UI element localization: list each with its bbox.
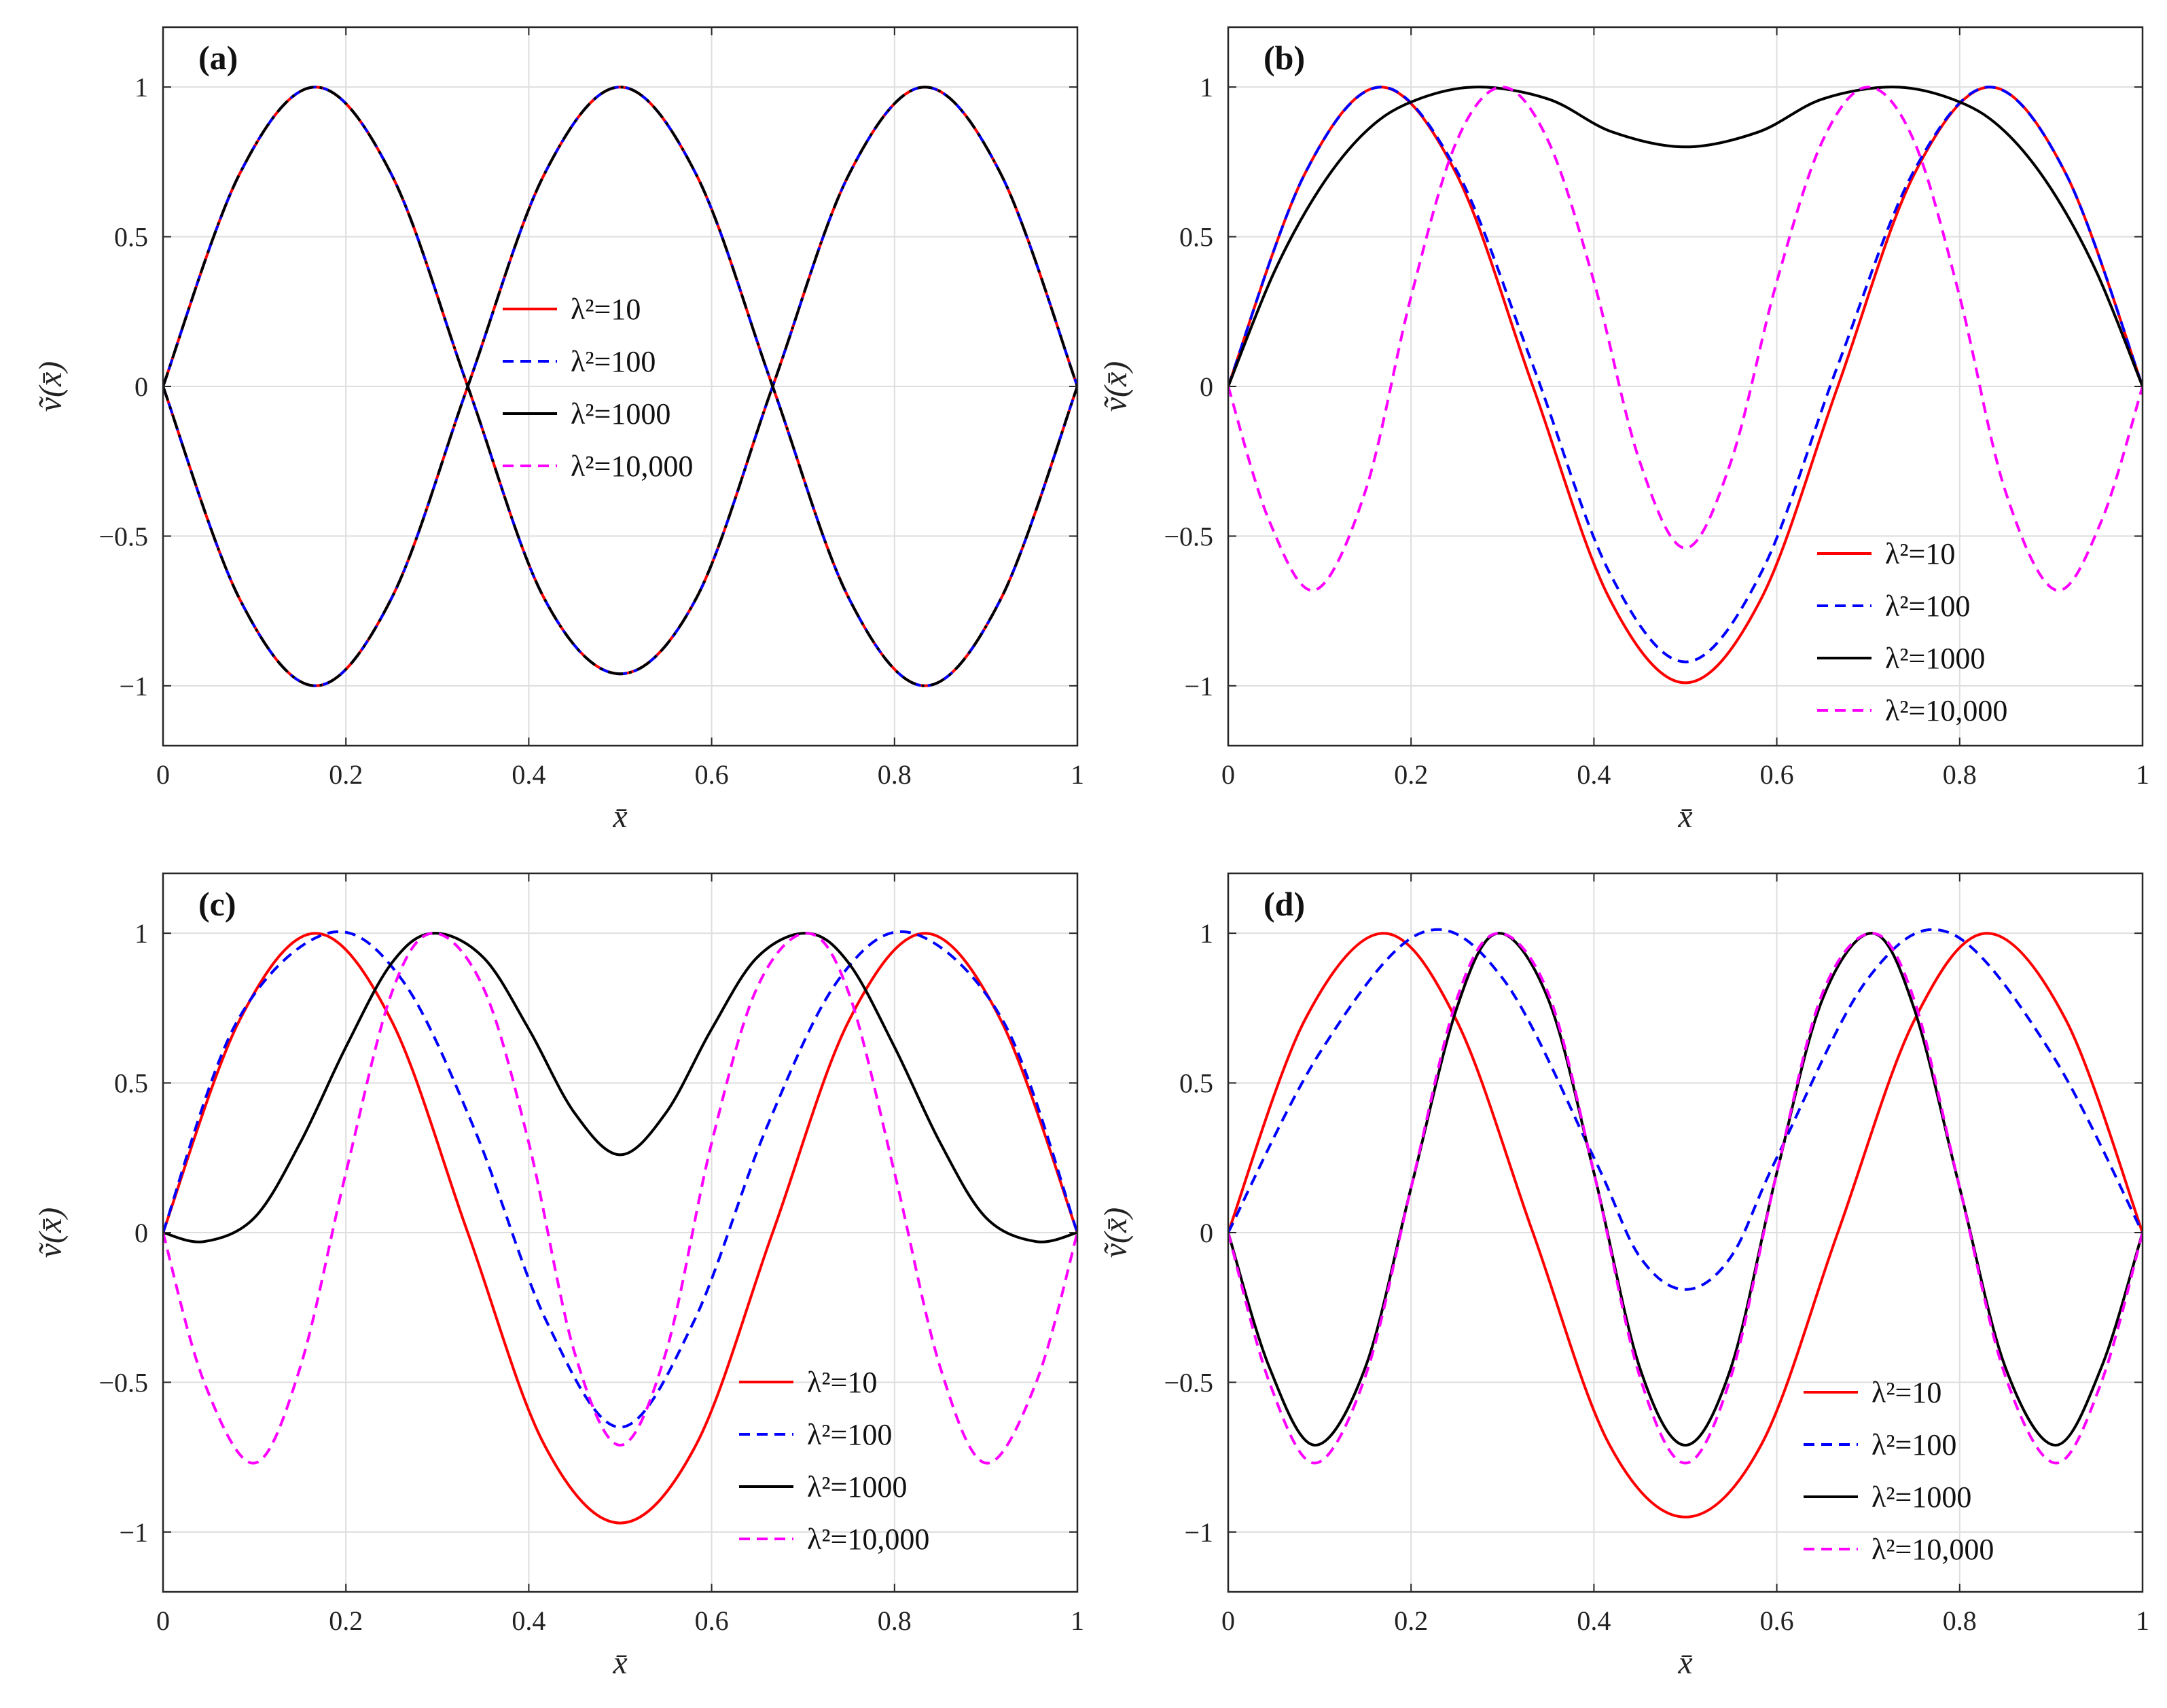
series-line — [163, 86, 1077, 676]
y-axis-label: ṽ(x̄) — [1098, 1207, 1134, 1258]
y-tick-label: 0.5 — [1179, 1068, 1213, 1099]
y-tick-label: −1 — [1184, 1517, 1213, 1548]
x-axis-label: x̄ — [1677, 1645, 1692, 1681]
x-tick-label: 0 — [156, 759, 170, 790]
y-axis-label: ṽ(x̄) — [33, 1207, 69, 1258]
panel-a: 0 0.2 0.4 0.6 0.8 1 −1 −0.5 0 0.5 1 (a) x̄ ṽ(x̄) λ²=10… — [33, 26, 1084, 835]
y-tick-label: 0 — [135, 1218, 148, 1248]
series-line — [1228, 928, 2143, 1291]
series-line — [1228, 86, 2143, 387]
legend: λ²=10 λ²=100 λ²=1000 λ²=10,000 — [739, 1366, 929, 1556]
legend-label: λ²=1000 — [1872, 1480, 1971, 1514]
y-tick-label: 0.5 — [114, 222, 148, 253]
legend-label: λ²=100 — [1885, 589, 1970, 623]
x-tick-label: 1 — [2136, 759, 2149, 790]
legend-label: λ²=10,000 — [571, 450, 693, 483]
x-tick-label: 0.2 — [1394, 1605, 1428, 1636]
x-axis-label: x̄ — [612, 799, 627, 835]
legend: λ²=10 λ²=100 λ²=1000 λ²=10,000 — [503, 293, 693, 483]
y-tick-label: 0 — [1200, 1218, 1213, 1248]
legend: λ²=10 λ²=100 λ²=1000 λ²=10,000 — [1804, 1376, 1994, 1566]
x-tick-label: 0.6 — [1760, 1605, 1794, 1636]
series-line — [1228, 932, 2143, 1519]
legend-label: λ²=1000 — [571, 397, 670, 431]
series-group — [163, 86, 1077, 687]
y-tick-label: 1 — [135, 72, 148, 103]
x-tick-label: 0.4 — [512, 759, 545, 790]
series-group — [1228, 928, 2143, 1519]
panel-b: 0 0.2 0.4 0.6 0.8 1 −1 −0.5 0 0.5 1 (b) x̄ ṽ(x̄) λ²=10… — [1098, 26, 2149, 835]
panel-label: (d) — [1264, 885, 1305, 923]
x-tick-label: 0.8 — [1943, 1605, 1977, 1636]
x-tick-label: 0 — [1221, 759, 1235, 790]
y-tick-label: 1 — [135, 918, 148, 949]
legend-label: λ²=10,000 — [1885, 694, 2007, 727]
x-tick-label: 0.6 — [695, 1605, 729, 1636]
x-tick-label: 0.8 — [878, 1605, 912, 1636]
series-group — [1228, 86, 2143, 685]
series-line — [1228, 932, 2143, 1465]
x-tick-label: 1 — [2136, 1605, 2149, 1636]
x-tick-label: 0.6 — [695, 759, 729, 790]
legend-label: λ²=1000 — [807, 1470, 907, 1504]
series-line — [163, 86, 1077, 687]
y-tick-label: 0.5 — [1179, 222, 1213, 253]
legend-label: λ²=100 — [807, 1418, 892, 1451]
series-line — [163, 932, 1077, 1465]
x-tick-label: 0.4 — [1577, 759, 1611, 790]
x-tick-label: 0.2 — [329, 759, 363, 790]
y-tick-label: 1 — [1200, 72, 1213, 103]
panel-label: (b) — [1264, 39, 1305, 77]
y-axis-label: ṽ(x̄) — [33, 361, 69, 412]
panel-d: 0 0.2 0.4 0.6 0.8 1 −1 −0.5 0 0.5 1 (d) x̄ ṽ(x̄) λ²=10… — [1098, 872, 2149, 1681]
series-line — [1228, 932, 2143, 1447]
legend-label: λ²=10 — [1872, 1376, 1941, 1409]
y-tick-label: 0 — [135, 371, 148, 402]
legend-label: λ²=10 — [571, 293, 641, 326]
series-line — [163, 932, 1077, 1243]
series-line — [163, 930, 1077, 1429]
y-tick-label: 1 — [1200, 918, 1213, 949]
y-tick-label: −1 — [119, 1517, 148, 1548]
x-tick-label: 0.4 — [512, 1605, 545, 1636]
x-tick-label: 0.6 — [1760, 759, 1794, 790]
x-tick-label: 0.8 — [878, 759, 912, 790]
panel-label: (c) — [198, 885, 236, 923]
legend-label: λ²=10 — [807, 1366, 877, 1399]
y-tick-label: −0.5 — [98, 1367, 148, 1398]
legend-label: λ²=10,000 — [807, 1523, 929, 1556]
x-tick-label: 0.2 — [329, 1605, 363, 1636]
legend: λ²=10 λ²=100 λ²=1000 λ²=10,000 — [1817, 537, 2007, 727]
panel-label: (a) — [198, 39, 238, 77]
series-line — [1228, 86, 2143, 664]
series-group — [163, 930, 1077, 1525]
legend-label: λ²=100 — [571, 345, 656, 378]
x-tick-label: 1 — [1071, 1605, 1084, 1636]
y-tick-label: −1 — [1184, 671, 1213, 702]
series-line — [163, 932, 1077, 1525]
y-axis-label: ṽ(x̄) — [1098, 361, 1134, 412]
x-axis-label: x̄ — [612, 1645, 627, 1681]
x-tick-label: 0.2 — [1394, 759, 1428, 790]
legend-label: λ²=10 — [1885, 537, 1955, 570]
legend-label: λ²=100 — [1872, 1428, 1956, 1461]
legend-label: λ²=1000 — [1885, 642, 1985, 675]
x-tick-label: 0 — [156, 1605, 170, 1636]
y-tick-label: −1 — [119, 671, 148, 702]
panel-c: 0 0.2 0.4 0.6 0.8 1 −1 −0.5 0 0.5 1 (c) x̄ ṽ(x̄) λ²=10… — [33, 872, 1084, 1681]
y-tick-label: 0.5 — [114, 1068, 148, 1099]
x-axis-label: x̄ — [1677, 799, 1692, 835]
y-tick-label: −0.5 — [98, 521, 148, 551]
y-tick-label: 0 — [1200, 371, 1213, 402]
legend-label: λ²=10,000 — [1872, 1533, 1994, 1566]
x-tick-label: 0.4 — [1577, 1605, 1611, 1636]
x-tick-label: 0 — [1221, 1605, 1235, 1636]
x-tick-label: 1 — [1071, 759, 1084, 790]
y-tick-label: −0.5 — [1164, 1367, 1213, 1398]
x-tick-label: 0.8 — [1943, 759, 1977, 790]
y-tick-label: −0.5 — [1164, 521, 1213, 551]
